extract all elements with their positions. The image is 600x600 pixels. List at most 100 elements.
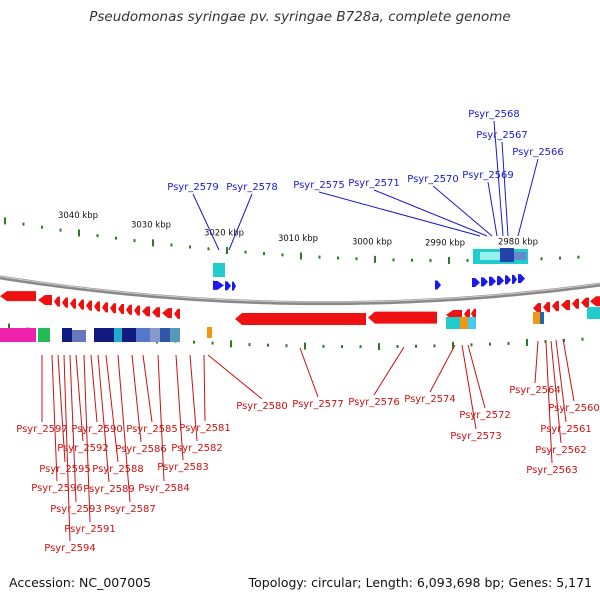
scale-label: 2980 kbp xyxy=(498,238,538,248)
reverse-leader xyxy=(555,339,567,423)
tick-mark xyxy=(355,257,358,261)
tick-mark xyxy=(263,252,265,256)
tick-mark xyxy=(226,247,228,255)
reverse-gene-arrow xyxy=(54,296,60,307)
reverse-leader xyxy=(299,347,319,398)
reverse-gene-label: Psyr_2589 xyxy=(83,484,135,495)
reverse-leader xyxy=(175,354,184,461)
reverse-leader xyxy=(57,354,66,463)
tick-mark xyxy=(285,344,288,348)
reverse-leader xyxy=(157,354,165,482)
forward-leader xyxy=(432,185,493,237)
tick-mark xyxy=(489,342,491,346)
domain-box xyxy=(38,328,50,342)
reverse-gene-arrow xyxy=(368,311,437,324)
forward-gene-arrow xyxy=(232,281,236,291)
forward-leader xyxy=(318,191,481,237)
forward-gene-arrow xyxy=(481,277,488,287)
reverse-gene-arrow xyxy=(572,298,579,309)
reverse-gene-label: Psyr_2596 xyxy=(31,483,83,494)
reverse-gene-arrow xyxy=(581,297,589,308)
reverse-gene-arrow xyxy=(126,304,132,315)
tick-mark xyxy=(466,258,469,262)
forward-gene-arrow xyxy=(213,280,224,290)
forward-gene-label: Psyr_2578 xyxy=(226,182,278,193)
reverse-leader xyxy=(550,340,562,444)
reverse-gene-label: Psyr_2591 xyxy=(64,524,116,535)
domain-box xyxy=(150,328,160,342)
tick-mark xyxy=(170,243,173,247)
reverse-leader xyxy=(75,354,84,442)
domain-box xyxy=(587,307,600,319)
reverse-gene-label: Psyr_2587 xyxy=(104,504,156,515)
reverse-gene-label: Psyr_2560 xyxy=(548,403,600,414)
reverse-leader xyxy=(69,354,77,503)
tick-mark xyxy=(559,256,561,260)
tick-mark xyxy=(396,344,399,348)
reverse-gene-label: Psyr_2562 xyxy=(535,445,587,456)
tick-mark xyxy=(429,258,432,262)
scale-label: 2990 kbp xyxy=(425,238,465,248)
forward-gene-label: Psyr_2575 xyxy=(293,180,345,191)
reverse-gene-label: Psyr_2577 xyxy=(292,399,344,410)
reverse-gene-arrow xyxy=(102,302,108,313)
tick-mark xyxy=(563,338,565,342)
backbone-highlight xyxy=(0,275,600,303)
domain-box xyxy=(0,328,36,342)
reverse-gene-arrow xyxy=(118,304,124,315)
tick-mark xyxy=(544,340,547,344)
domain-box xyxy=(136,328,150,342)
tick-mark xyxy=(304,342,306,350)
reverse-gene-arrow xyxy=(152,307,160,318)
domain-box xyxy=(468,317,476,329)
reverse-gene-label: Psyr_2594 xyxy=(44,543,96,554)
forward-gene-arrow xyxy=(225,281,231,291)
tick-mark xyxy=(581,337,584,341)
tick-mark xyxy=(526,339,528,347)
forward-gene-label: Psyr_2569 xyxy=(462,170,514,181)
reverse-gene-arrow xyxy=(162,308,172,319)
scale-label: 3020 kbp xyxy=(204,228,244,238)
reverse-leader xyxy=(83,354,91,523)
reverse-gene-arrow xyxy=(543,302,550,313)
tick-mark xyxy=(452,341,454,349)
reverse-gene-arrow xyxy=(110,303,116,314)
scale-label: 3010 kbp xyxy=(278,234,318,244)
accession-text: Accession: NC_007005 xyxy=(9,575,152,590)
reverse-gene-arrow xyxy=(62,297,68,308)
tick-mark xyxy=(448,256,450,264)
tick-mark xyxy=(267,343,269,347)
reverse-gene-label: Psyr_2573 xyxy=(450,431,502,442)
reverse-gene-arrow xyxy=(590,296,600,307)
genome-backbone xyxy=(0,275,600,306)
tick-mark xyxy=(133,239,136,243)
tick-mark xyxy=(78,229,80,237)
backbone-line xyxy=(0,275,600,306)
reverse-gene-label: Psyr_2564 xyxy=(509,385,561,396)
reverse-gene-label: Psyr_2581 xyxy=(179,423,231,434)
reverse-leader xyxy=(562,338,575,402)
domain-box xyxy=(460,317,468,329)
tick-mark xyxy=(318,255,321,259)
reverse-gene-arrow xyxy=(134,305,140,316)
tick-mark xyxy=(433,344,436,348)
domain-box xyxy=(514,252,526,260)
tick-mark xyxy=(189,245,191,249)
tick-mark xyxy=(207,247,210,251)
tick-mark xyxy=(115,236,117,240)
domain-box xyxy=(540,312,544,324)
forward-leader xyxy=(493,120,504,237)
tick-mark xyxy=(211,341,214,345)
domain-box xyxy=(170,328,180,342)
reverse-gene-arrow xyxy=(174,308,180,319)
reverse-gene-label: Psyr_2592 xyxy=(57,443,109,454)
tick-mark xyxy=(59,228,62,232)
label-leaders xyxy=(41,120,575,542)
tick-mark xyxy=(244,250,247,254)
tick-mark xyxy=(8,323,10,331)
reverse-gene-label: Psyr_2583 xyxy=(157,462,209,473)
reverse-gene-arrow xyxy=(94,301,100,312)
tick-mark xyxy=(374,255,376,263)
reverse-gene-arrow xyxy=(142,306,150,317)
reverse-gene-label: Psyr_2585 xyxy=(126,424,178,435)
